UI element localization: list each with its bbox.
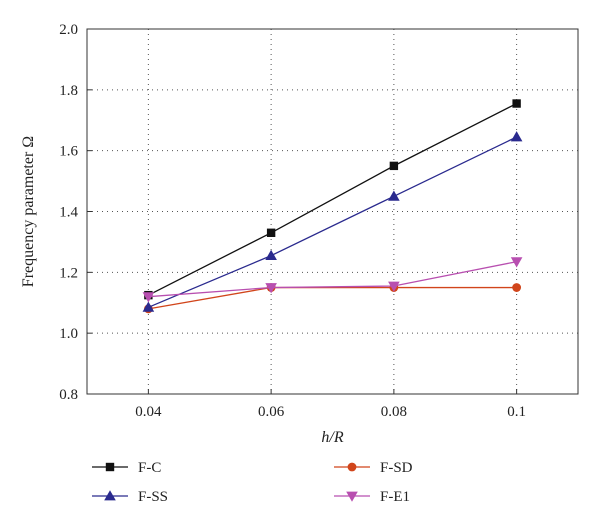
legend-item-f-sd: F-SD <box>334 460 413 476</box>
series-line-f-c <box>148 102 517 296</box>
series-f-ss <box>142 131 523 312</box>
legend-marker-f-e1 <box>346 491 358 502</box>
data-point-f-c <box>389 161 399 171</box>
legend-label: F-SD <box>380 460 413 476</box>
legend-item-f-e1: F-E1 <box>334 489 410 505</box>
series-line-f-sd <box>148 286 517 310</box>
grid <box>87 29 578 394</box>
legend-item-f-ss: F-SS <box>92 489 168 505</box>
y-tick-label: 0.8 <box>59 387 78 403</box>
y-tick-label: 1.6 <box>59 144 78 160</box>
series-group <box>142 99 523 314</box>
data-point-f-e1 <box>265 283 277 294</box>
data-point-f-e1 <box>510 257 523 268</box>
legend-marker-f-sd <box>347 462 357 472</box>
data-point-f-e1 <box>142 292 155 303</box>
data-point-f-ss <box>265 249 277 261</box>
series-line-f-ss <box>148 136 517 308</box>
data-point-f-c <box>512 99 521 108</box>
legend-label: F-E1 <box>380 489 410 505</box>
y-axis-title: Frequency parameter Ω <box>20 136 37 287</box>
data-point-f-c <box>266 228 276 237</box>
series-line-f-e1 <box>148 261 517 298</box>
y-tick-label: 1.0 <box>59 326 78 342</box>
data-point-f-e1 <box>388 281 400 292</box>
y-tick-label: 1.4 <box>59 205 78 221</box>
data-point-f-ss <box>510 131 523 142</box>
legend: F-C F-SD F-SS F-E1 <box>92 460 413 505</box>
data-point-f-sd <box>512 283 522 292</box>
y-tick-label: 1.2 <box>59 265 78 281</box>
x-axis-title: h/R <box>321 429 343 446</box>
x-tick-label: 0.08 <box>381 404 407 420</box>
y-axis: 0.8 1.0 1.2 1.4 1.6 1.8 2.0 <box>59 22 92 403</box>
x-tick-label: 0.04 <box>135 404 162 420</box>
series-f-c <box>144 99 521 300</box>
y-tick-label: 2.0 <box>59 22 78 38</box>
y-tick-label: 1.8 <box>59 83 78 99</box>
x-tick-label: 0.1 <box>507 404 526 420</box>
x-axis: 0.04 0.06 0.08 0.1 <box>135 389 526 420</box>
legend-marker-f-c <box>105 462 115 472</box>
legend-marker-f-ss <box>104 490 116 501</box>
series-f-e1 <box>142 257 523 303</box>
data-point-f-ss <box>142 301 155 312</box>
data-point-f-ss <box>388 190 400 201</box>
series-f-sd <box>143 283 522 314</box>
legend-label: F-C <box>138 460 161 476</box>
legend-label: F-SS <box>138 489 168 505</box>
x-tick-label: 0.06 <box>258 404 285 420</box>
legend-item-f-c: F-C <box>92 460 161 476</box>
